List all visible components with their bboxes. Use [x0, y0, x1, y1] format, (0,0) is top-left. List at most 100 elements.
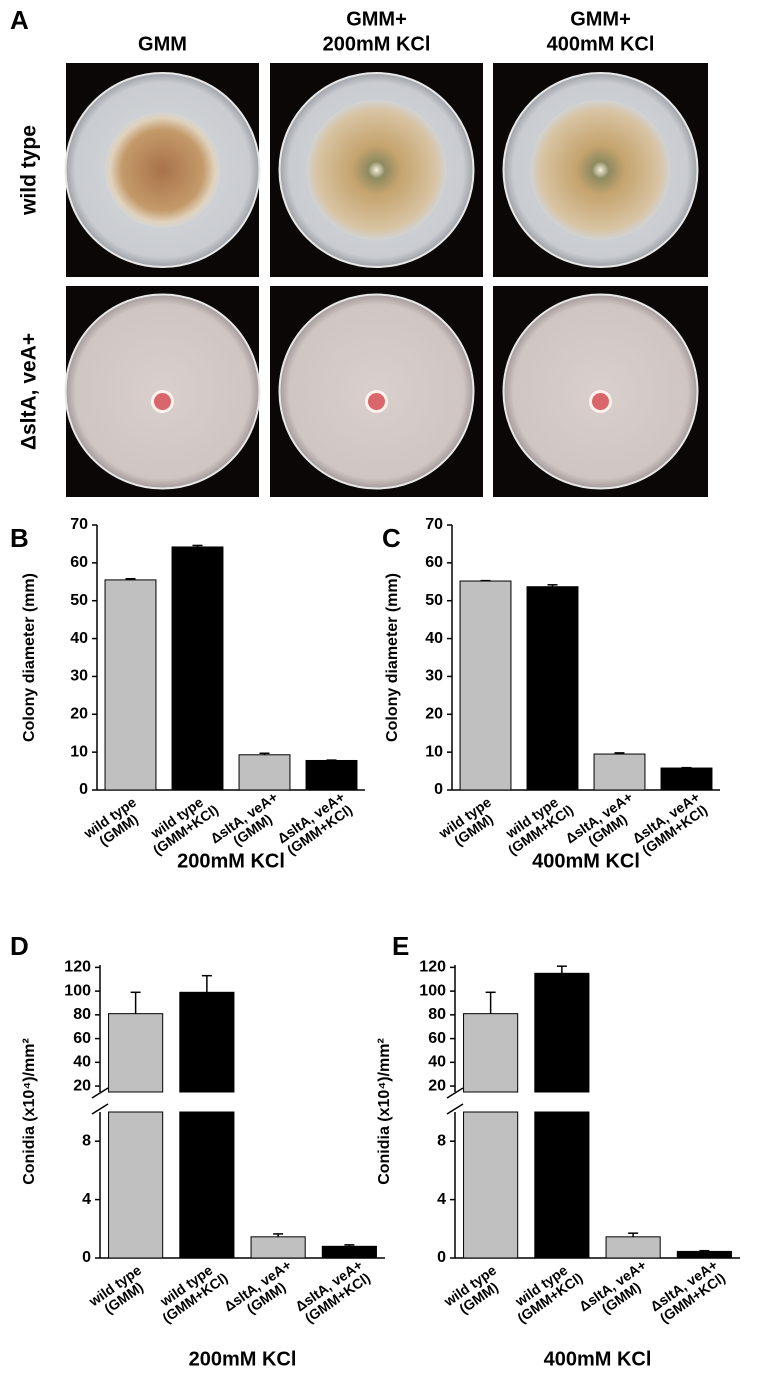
x-tick-label: wild type(GMM+KCl)	[141, 789, 221, 858]
bar	[593, 753, 646, 791]
axis-break	[446, 1103, 464, 1115]
x-tick-label: ΔsltA, veA+(GMM+KCl)	[274, 788, 356, 858]
x-tick-label: ΔsltA, veA+(GMM+KCl)	[647, 1256, 729, 1326]
y-tick-label: 50	[425, 592, 443, 609]
y-tick-label: 30	[70, 668, 88, 685]
column-header: GMM	[138, 33, 187, 55]
bar	[179, 991, 235, 1093]
y-tick-label: 70	[70, 516, 88, 533]
y-tick-label: 40	[70, 630, 88, 647]
y-tick-label: 60	[428, 1030, 446, 1047]
column-header: GMM+	[346, 8, 407, 30]
bar	[171, 546, 224, 791]
x-tick-label: ΔsltA, veA+(GMM)	[576, 1256, 658, 1326]
y-axis-label: Conidia (x10⁴)/mm²	[376, 1038, 393, 1185]
x-tick-label: wild type(GMM+KCl)	[150, 1257, 230, 1326]
axis-break	[91, 1087, 109, 1099]
x-tick-label: wild type(GMM)	[440, 1261, 508, 1321]
x-axis-label: 200mM KCl	[189, 1348, 297, 1370]
colony	[151, 390, 174, 413]
bar	[305, 759, 358, 791]
y-tick-label: 30	[425, 668, 443, 685]
colony	[589, 390, 612, 413]
y-tick-label: 0	[82, 1249, 91, 1266]
bar	[534, 1111, 590, 1259]
x-tick-label: ΔsltA, veA+(GMM+KCl)	[292, 1256, 374, 1326]
y-tick-label: 120	[64, 959, 91, 976]
colony	[365, 390, 388, 413]
y-tick-label: 60	[425, 554, 443, 571]
axis-break	[91, 1103, 109, 1115]
row-label: wild type	[18, 125, 41, 216]
y-tick-label: 100	[64, 982, 91, 999]
panel-label: A	[10, 5, 29, 35]
y-tick-label: 60	[73, 1030, 91, 1047]
y-tick-label: 60	[70, 554, 88, 571]
bar	[526, 586, 579, 791]
y-tick-label: 70	[425, 516, 443, 533]
y-tick-label: 0	[79, 781, 88, 798]
panel-label: E	[392, 931, 409, 961]
colony	[104, 112, 221, 228]
y-axis-label: Conidia (x10⁴)/mm²	[21, 1038, 38, 1185]
bar	[605, 1236, 661, 1259]
column-header: 200mM KCl	[323, 33, 431, 55]
bar	[104, 579, 157, 791]
bar	[108, 1111, 164, 1259]
y-tick-label: 10	[425, 743, 443, 760]
y-tick-label: 10	[70, 743, 88, 760]
bar	[534, 972, 590, 1093]
panel-label: C	[382, 523, 401, 553]
y-tick-label: 120	[419, 959, 446, 976]
y-axis-label: Colony diameter (mm)	[384, 573, 401, 742]
panel-label: D	[10, 931, 29, 961]
y-tick-label: 100	[419, 982, 446, 999]
y-tick-label: 4	[437, 1191, 446, 1208]
y-tick-label: 40	[73, 1054, 91, 1071]
bar	[250, 1236, 306, 1259]
bar	[238, 754, 291, 791]
x-tick-label: ΔsltA, veA+(GMM)	[207, 788, 289, 858]
y-tick-label: 50	[70, 592, 88, 609]
y-tick-label: 8	[437, 1132, 446, 1149]
bar	[108, 1013, 164, 1093]
colony	[306, 100, 447, 240]
y-tick-label: 20	[428, 1077, 446, 1094]
bar	[463, 1013, 519, 1093]
row-label: ΔsltA, veA+	[18, 333, 41, 450]
y-tick-label: 0	[437, 1249, 446, 1266]
x-axis-label: 200mM KCl	[177, 850, 285, 872]
x-tick-label: wild type(GMM+KCl)	[496, 789, 576, 858]
y-tick-label: 20	[70, 706, 88, 723]
y-tick-label: 80	[428, 1006, 446, 1023]
y-tick-label: 80	[73, 1006, 91, 1023]
bar	[676, 1250, 732, 1259]
x-tick-label: ΔsltA, veA+(GMM)	[221, 1256, 303, 1326]
panel-label: B	[10, 523, 29, 553]
y-tick-label: 0	[434, 781, 443, 798]
colony	[530, 100, 671, 240]
axis-break	[446, 1087, 464, 1099]
x-tick-label: wild type(GMM+KCl)	[505, 1257, 585, 1326]
bar	[463, 1111, 519, 1259]
x-tick-label: ΔsltA, veA+(GMM)	[562, 788, 644, 858]
x-axis-label: 400mM KCl	[532, 850, 640, 872]
bar	[459, 580, 512, 791]
y-tick-label: 40	[428, 1054, 446, 1071]
y-tick-label: 20	[73, 1077, 91, 1094]
y-tick-label: 40	[425, 630, 443, 647]
y-tick-label: 20	[425, 706, 443, 723]
bar	[321, 1245, 377, 1259]
x-tick-label: wild type(GMM)	[435, 793, 503, 853]
column-header: 400mM KCl	[547, 33, 655, 55]
x-tick-label: ΔsltA, veA+(GMM+KCl)	[629, 788, 711, 858]
x-axis-label: 400mM KCl	[544, 1348, 652, 1370]
bar	[179, 1111, 235, 1259]
x-tick-label: wild type(GMM)	[80, 793, 148, 853]
bar	[660, 767, 713, 791]
y-tick-label: 8	[82, 1132, 91, 1149]
y-tick-label: 4	[82, 1191, 91, 1208]
column-header: GMM+	[570, 8, 631, 30]
y-axis-label: Colony diameter (mm)	[21, 573, 38, 742]
